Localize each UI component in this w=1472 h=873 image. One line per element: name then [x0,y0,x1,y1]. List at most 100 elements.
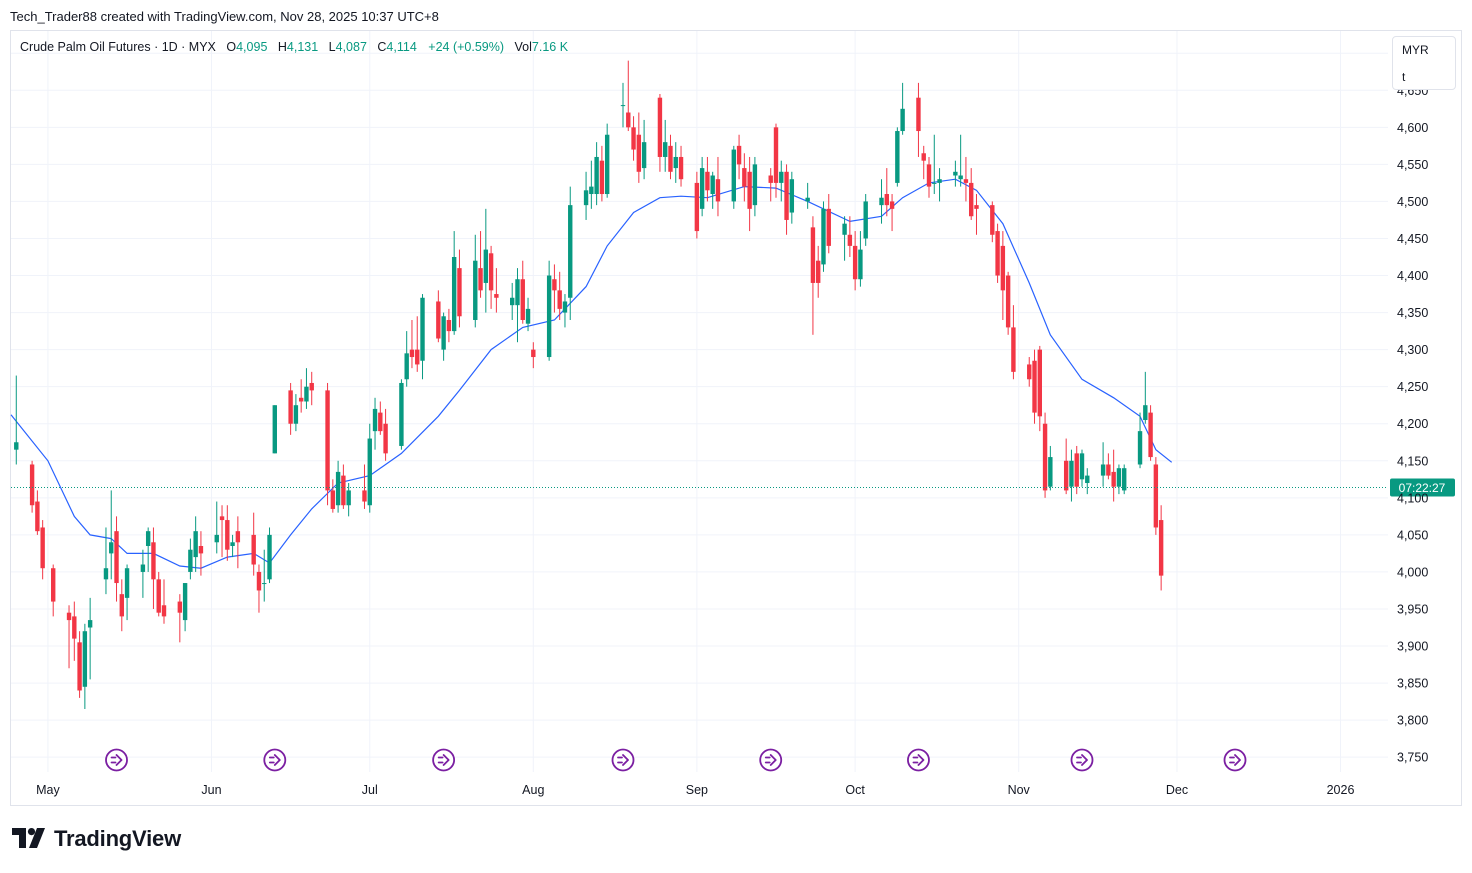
candle-body [372,408,378,432]
candle [858,231,863,287]
low-value: 4,087 [335,40,367,54]
candle [309,371,314,406]
candle [847,216,853,258]
unit-label: t [1402,70,1406,84]
candle [731,145,736,209]
candle [124,564,130,621]
candle-body [826,208,831,246]
event-ring [1070,748,1094,772]
candle [747,156,752,232]
candle-body [821,208,826,265]
candle-body [441,316,446,350]
candle-body [409,349,415,358]
candle-body [969,182,974,217]
candle-body [657,97,663,157]
candle [678,145,684,187]
candle-body [816,260,821,283]
candle [119,579,124,632]
candle [568,186,573,320]
candle-body [673,156,678,169]
candle-body [251,534,256,565]
candle [457,249,462,328]
candle [1011,305,1016,380]
candle-body [958,175,963,180]
time-tick-label: May [36,783,60,797]
event-ring [759,748,783,772]
candle-body [562,301,568,313]
candle [641,119,647,180]
event-arrow [437,754,450,766]
candle [230,534,235,558]
candle [620,82,626,128]
time-tick-label: Oct [845,783,865,797]
candle [742,153,747,202]
candle-body [1148,412,1153,458]
candle [188,538,193,580]
candle [409,319,415,369]
candle-body [953,171,958,176]
price-tick-label: 3,800 [1397,714,1428,728]
chart-frame [10,30,1462,806]
candle-body [262,583,267,585]
candle [525,297,531,332]
candle [304,368,309,409]
candle-body [884,194,889,206]
currency-label: MYR [1402,43,1429,57]
candle [1027,357,1032,387]
candle [974,194,979,235]
countdown-price-label: 07:22:27 [1390,478,1455,497]
candle [515,268,520,343]
candle-body [488,253,494,291]
dividend-event-icon [907,748,930,772]
candle-body [1032,360,1037,413]
candle-body [589,186,594,195]
tradingview-brand[interactable]: TradingView [12,824,181,854]
candle-body [1074,453,1079,487]
candle [583,171,589,220]
candle-body [937,179,942,183]
candle-body [219,516,225,521]
candle [151,527,156,609]
volume-value: 7.16 K [531,40,569,54]
candle [441,312,446,361]
candle-body [1153,464,1159,528]
candle [77,631,82,698]
candle-body [14,442,19,450]
candle-body [451,257,457,332]
candle [852,231,858,291]
candle-body [473,260,478,320]
candle-body [531,349,536,358]
symbol-legend[interactable]: Crude Palm Oil Futures · 1D · MYX O4,095… [20,40,568,54]
candle [768,168,773,202]
candle-body [494,294,499,298]
candle-body [768,175,773,183]
candle [1122,464,1127,495]
candle [330,479,336,513]
candle [879,179,884,224]
candle-body [926,164,932,187]
candle-body [810,227,816,283]
candle-body [784,171,789,220]
last-price-line-layer: 07:22:27 [11,478,1455,497]
candle-body [235,531,241,543]
candle [478,231,483,298]
price-tick-label: 4,500 [1397,195,1428,209]
countdown-text: 07:22:27 [1399,481,1446,495]
candle-body [230,542,235,546]
candle [335,460,341,513]
event-arrow [617,754,629,766]
time-tick-label: Jul [362,783,378,797]
candle-body [119,594,124,617]
dividend-event-icon [263,748,287,772]
low-label: L [328,40,336,54]
candle [510,282,515,320]
time-tick-label: Jun [201,783,221,797]
candle [710,171,715,209]
candle-body [1122,468,1127,491]
candle [1143,371,1148,424]
candle-body [109,542,114,554]
currency-unit-button[interactable]: MYR t [1392,36,1456,90]
candle [182,583,188,632]
candle [436,290,441,343]
